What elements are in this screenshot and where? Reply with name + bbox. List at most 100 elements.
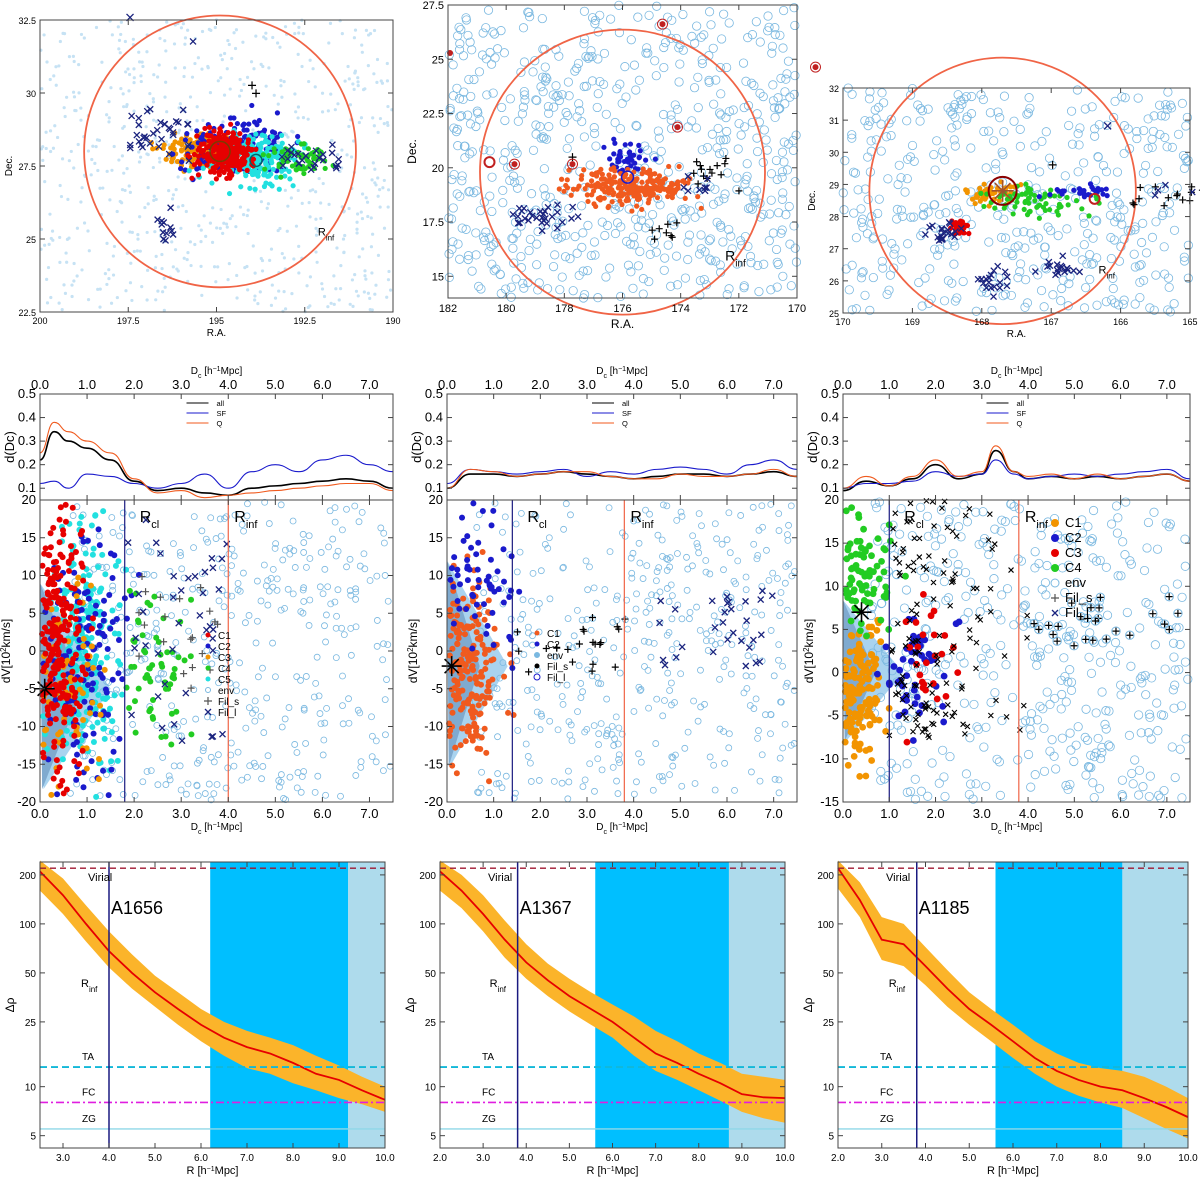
- env-galaxy: [223, 570, 231, 578]
- member-galaxy: [274, 110, 281, 116]
- env-galaxy: [300, 706, 308, 714]
- env-galaxy: [347, 77, 351, 81]
- env-galaxy: [335, 246, 339, 250]
- env-galaxy: [1082, 259, 1092, 269]
- env-galaxy: [514, 727, 522, 734]
- env-galaxy: [696, 244, 706, 254]
- env-galaxy: [109, 735, 117, 742]
- env-galaxy: [531, 95, 541, 105]
- env-galaxy: [50, 229, 55, 233]
- env-galaxy: [1143, 114, 1153, 124]
- env-galaxy: [363, 87, 367, 91]
- fil-l-point: [178, 737, 186, 745]
- env-galaxy: [538, 72, 548, 82]
- env-galaxy: [182, 74, 186, 79]
- env-galaxy: [656, 146, 666, 156]
- env-galaxy: [331, 504, 339, 511]
- env-galaxy: [251, 697, 259, 705]
- env-galaxy: [610, 117, 620, 128]
- env-galaxy: [559, 564, 567, 572]
- env-galaxy: [1119, 121, 1130, 131]
- member-galaxy: [256, 117, 262, 124]
- member-galaxy: [1023, 181, 1029, 187]
- env-galaxy: [1040, 242, 1050, 252]
- unit: Mpc]: [221, 366, 243, 377]
- member-galaxy: [642, 189, 648, 195]
- member-galaxy: [85, 595, 92, 602]
- unit: km/s]: [0, 619, 13, 648]
- member-galaxy: [74, 580, 81, 587]
- env-galaxy: [63, 114, 67, 119]
- env-galaxy: [467, 45, 477, 55]
- env-galaxy: [222, 784, 230, 792]
- env-galaxy: [1020, 302, 1030, 312]
- member-galaxy: [611, 151, 617, 157]
- y-tick-label: 20: [432, 163, 444, 175]
- fil-l-point: [538, 219, 546, 227]
- env-galaxy: [275, 777, 283, 784]
- env-galaxy: [777, 167, 787, 177]
- env-galaxy: [348, 103, 353, 107]
- env-galaxy: [718, 540, 726, 548]
- env-galaxy: [1091, 215, 1101, 225]
- fil-l-point: [126, 144, 134, 152]
- env-galaxy: [338, 624, 345, 632]
- env-galaxy: [1136, 260, 1146, 270]
- env-galaxy: [643, 145, 653, 155]
- env-galaxy: [150, 571, 158, 579]
- member-galaxy: [104, 694, 111, 701]
- member-galaxy: [101, 735, 108, 742]
- fil-l-point: [295, 159, 303, 167]
- env-galaxy: [360, 192, 365, 196]
- env-galaxy: [154, 298, 158, 302]
- env-galaxy: [198, 570, 206, 578]
- member-galaxy: [252, 186, 258, 192]
- env-galaxy: [1107, 200, 1117, 211]
- member-galaxy: [611, 174, 618, 180]
- env-galaxy: [329, 301, 333, 305]
- env-galaxy: [164, 80, 168, 84]
- y-tick-label: 25: [26, 235, 36, 245]
- legend-label: C3: [218, 653, 231, 664]
- member-galaxy: [639, 185, 645, 191]
- env-galaxy: [976, 90, 986, 100]
- env-galaxy: [1026, 228, 1036, 238]
- env-galaxy: [334, 586, 342, 594]
- env-galaxy: [378, 188, 382, 192]
- env-galaxy: [1085, 274, 1095, 284]
- env-galaxy: [158, 36, 162, 41]
- env-galaxy: [528, 145, 539, 155]
- group-ring: [810, 61, 821, 73]
- env-galaxy: [159, 754, 167, 761]
- env-galaxy: [176, 762, 184, 770]
- member-galaxy: [189, 144, 195, 150]
- env-galaxy: [45, 60, 49, 64]
- member-galaxy: [259, 132, 265, 138]
- env-galaxy: [663, 12, 673, 22]
- fil-l-point: [140, 134, 148, 142]
- env-galaxy: [307, 79, 311, 84]
- env-galaxy: [129, 512, 136, 520]
- env-galaxy: [300, 704, 308, 712]
- env-galaxy: [1143, 143, 1153, 153]
- member-galaxy: [669, 186, 675, 192]
- member-galaxy: [241, 161, 247, 167]
- x-tick-label: 3.0: [172, 806, 190, 821]
- fil-l-point: [201, 568, 209, 576]
- member-galaxy: [178, 148, 185, 154]
- env-galaxy: [736, 236, 746, 246]
- env-galaxy: [889, 249, 899, 259]
- env-galaxy: [332, 552, 340, 560]
- env-galaxy: [276, 783, 283, 791]
- env-galaxy: [471, 121, 481, 132]
- fil-l-point: [1001, 268, 1009, 276]
- env-galaxy: [541, 220, 551, 230]
- member-galaxy: [48, 594, 55, 601]
- env-galaxy: [483, 5, 494, 15]
- env-galaxy: [271, 544, 279, 552]
- fil-l-point: [169, 231, 177, 238]
- env-galaxy: [678, 9, 688, 20]
- legend-marker: [205, 687, 211, 693]
- env-galaxy: [221, 120, 225, 124]
